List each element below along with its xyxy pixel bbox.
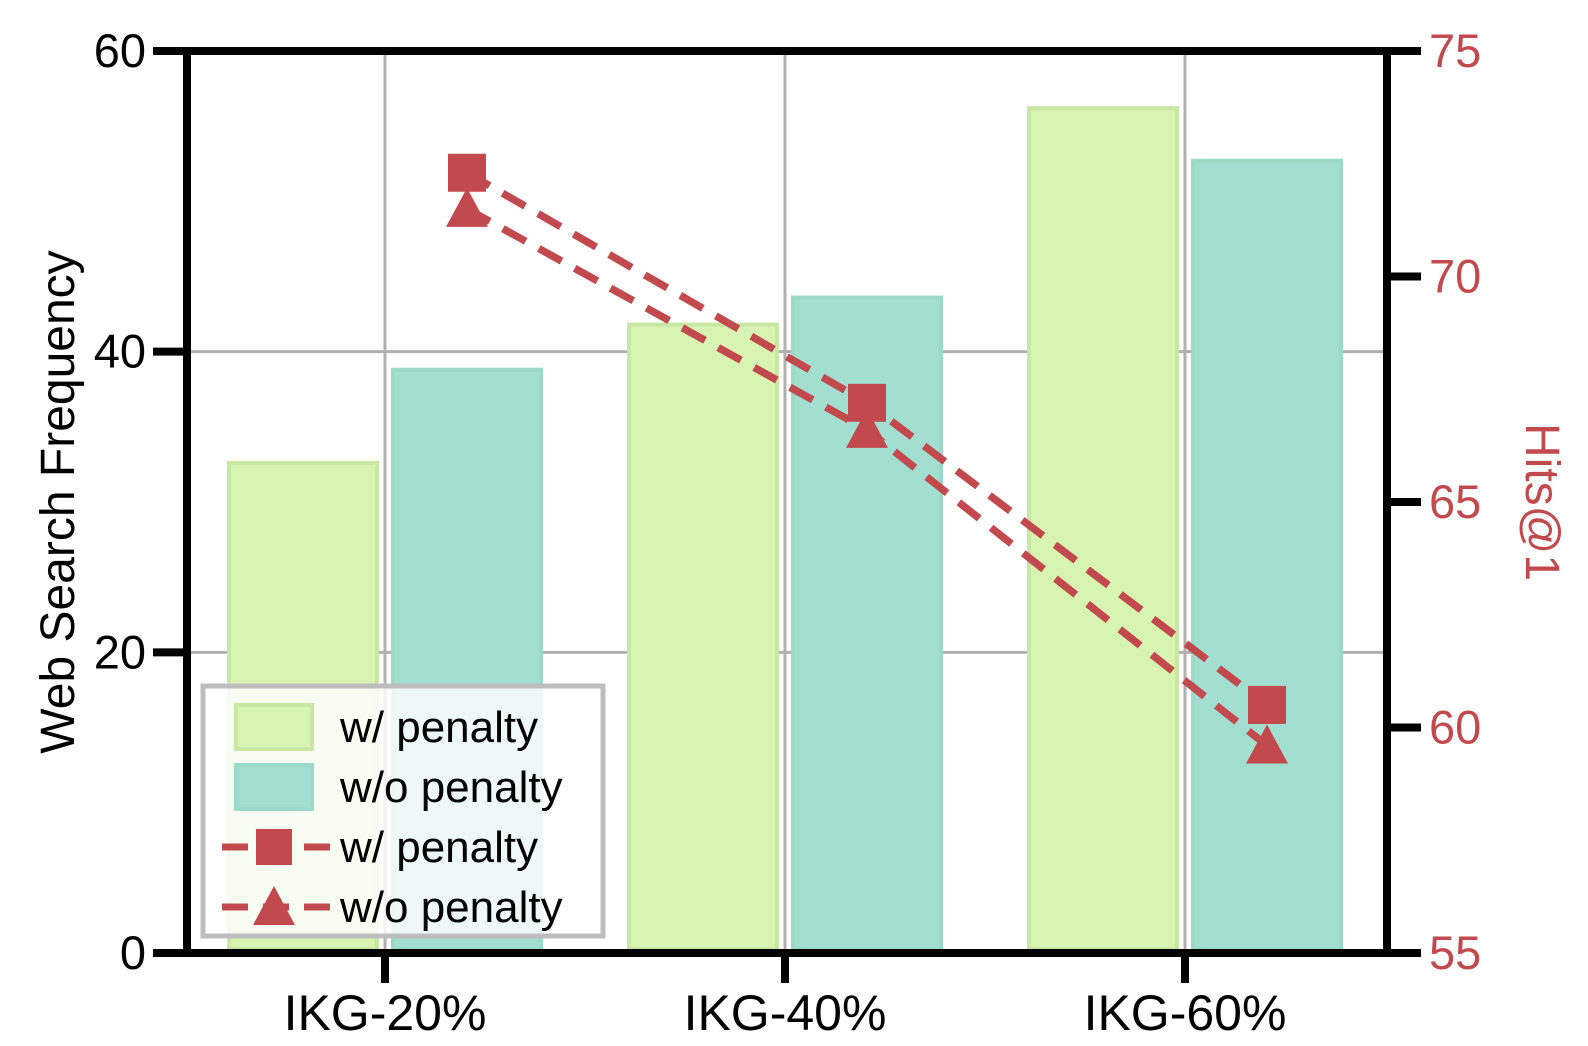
left-axis-title: Web Search Frequency bbox=[32, 250, 85, 753]
triangle-marker-icon bbox=[846, 408, 888, 448]
triangle-marker-icon bbox=[1246, 724, 1288, 764]
tick-labels: 0 20 40 60 55 60 65 70 75 IKG-20% IKG-40% IKG-60% bbox=[94, 24, 1482, 1041]
legend-swatch-bar-wo-penalty bbox=[234, 763, 314, 811]
legend-label: w/o penalty bbox=[339, 763, 563, 812]
bars-group bbox=[227, 106, 1343, 952]
legend-label: w/ penalty bbox=[339, 703, 538, 752]
right-tick-label: 65 bbox=[1429, 475, 1481, 528]
right-tick-label: 60 bbox=[1429, 701, 1481, 754]
triangle-marker-icon bbox=[446, 187, 488, 227]
square-marker-icon bbox=[1248, 685, 1286, 724]
x-category-label: IKG-20% bbox=[284, 985, 487, 1041]
left-tick-label: 40 bbox=[94, 325, 146, 378]
legend-square-marker-icon bbox=[256, 829, 292, 865]
legend-label: w/ penalty bbox=[339, 823, 538, 872]
left-tick-label: 20 bbox=[94, 625, 146, 678]
axes-ticks bbox=[153, 47, 1421, 983]
bar-w-penalty-IKG-60% bbox=[1027, 106, 1179, 952]
legend-swatch-bar-w-penalty bbox=[234, 703, 314, 751]
legend-triangle-marker-icon bbox=[253, 886, 295, 925]
right-axis-title: Hits@1 bbox=[1515, 423, 1568, 581]
bar-w-penalty-IKG-40% bbox=[627, 322, 779, 951]
right-tick-label: 70 bbox=[1429, 250, 1481, 303]
x-category-label: IKG-60% bbox=[1084, 985, 1287, 1041]
square-marker-icon bbox=[448, 153, 486, 192]
legend: w/ penalty w/o penalty w/ penalty w/o pe… bbox=[200, 683, 606, 939]
bar-wo-penalty-IKG-60% bbox=[1191, 158, 1343, 951]
right-tick-label: 75 bbox=[1429, 24, 1481, 77]
left-tick-label: 60 bbox=[94, 24, 146, 77]
left-tick-label: 0 bbox=[120, 926, 146, 979]
x-category-label: IKG-40% bbox=[684, 985, 887, 1041]
legend-label: w/o penalty bbox=[339, 883, 563, 932]
lines-group bbox=[446, 153, 1288, 764]
right-tick-label: 55 bbox=[1429, 926, 1481, 979]
